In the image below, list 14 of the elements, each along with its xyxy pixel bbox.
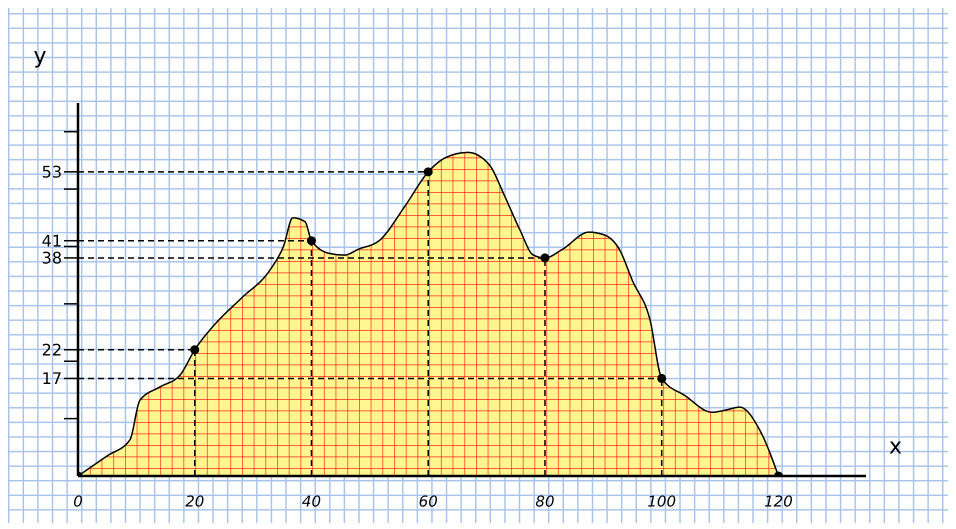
x-tick-label: 0: [73, 492, 83, 511]
x-tick-label: 120: [764, 492, 793, 511]
y-tick-label: 38: [42, 248, 62, 268]
x-tick-label: 100: [647, 492, 676, 511]
x-tick-label: 40: [302, 492, 322, 511]
y-tick-label: 41: [42, 231, 62, 250]
x-axis-title: x: [888, 434, 902, 460]
x-tick-label: 20: [185, 492, 204, 511]
x-tick-label: 60: [418, 492, 438, 511]
y-tick-label: 22: [42, 340, 62, 360]
y-axis-title: y: [33, 44, 47, 69]
y-tick-label: 17: [42, 369, 62, 388]
y-tick-label: 53: [42, 162, 62, 182]
x-tick-label: 80: [535, 492, 555, 511]
